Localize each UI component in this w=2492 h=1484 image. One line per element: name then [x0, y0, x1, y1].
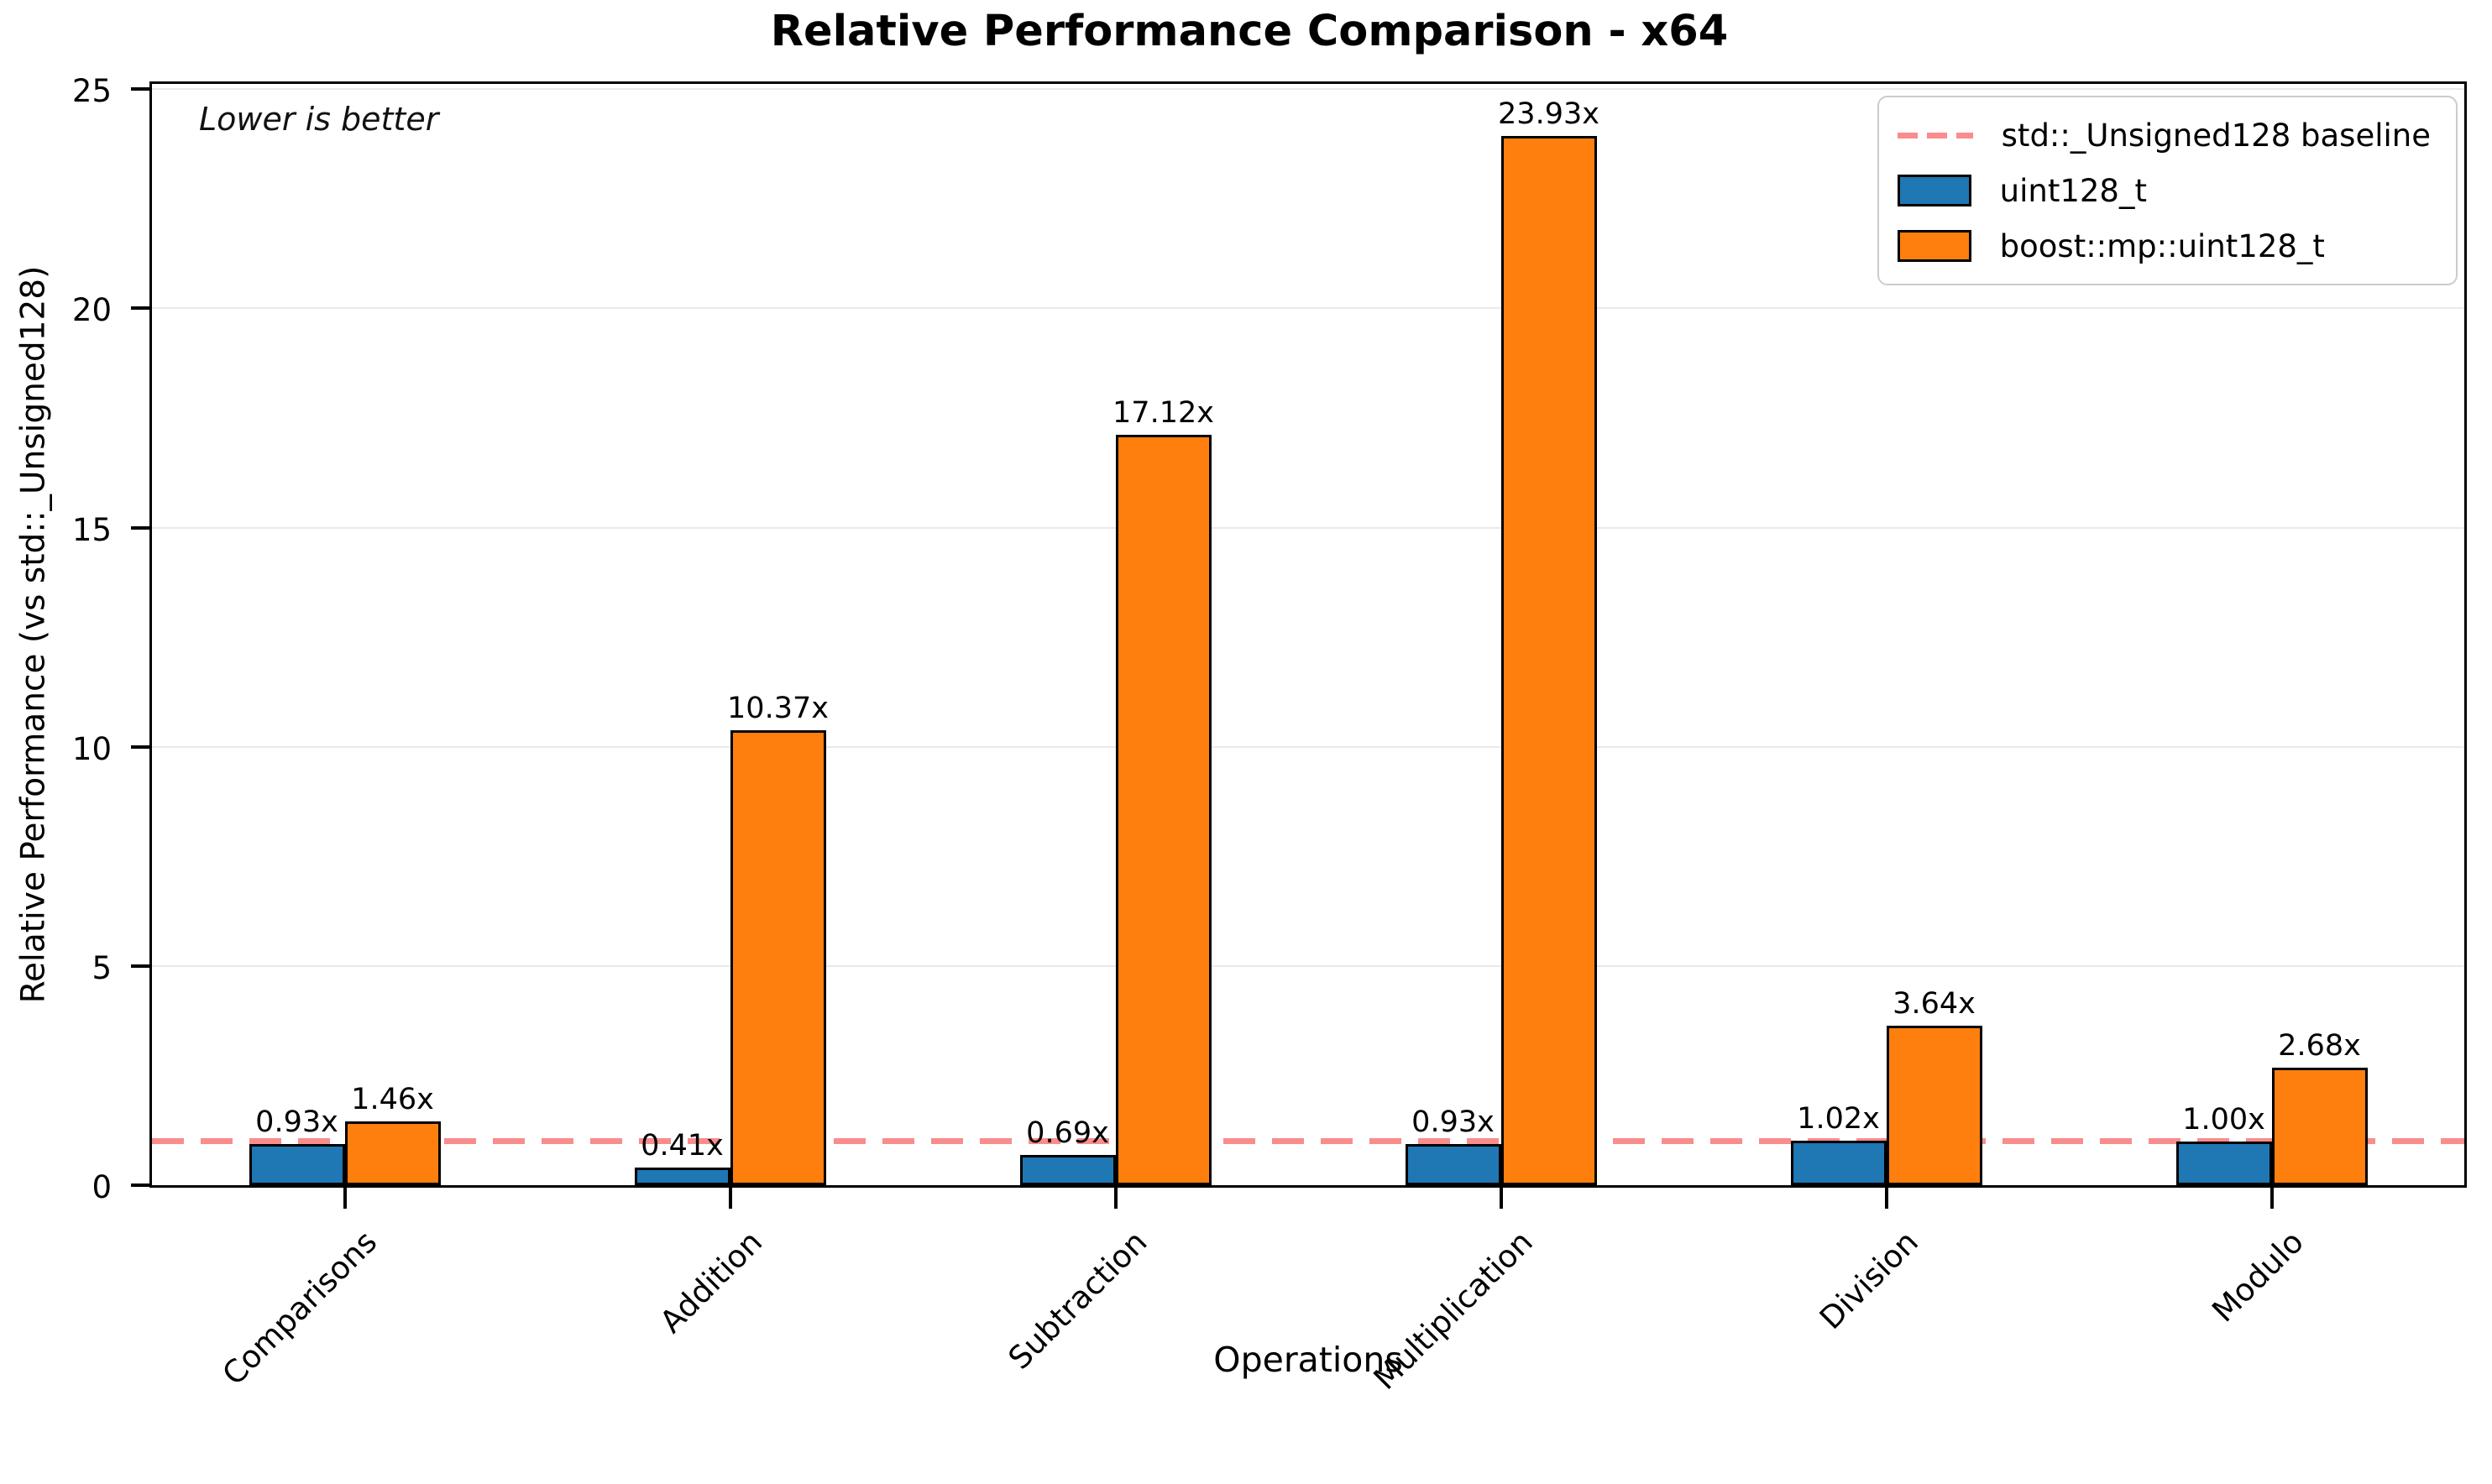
bar-group-subtraction: 0.69x 17.12x Subtraction	[923, 84, 1308, 1377]
legend-row-series1: uint128_t	[1897, 168, 2431, 213]
x-tick-mark-addition	[728, 1188, 732, 1209]
value-label: 1.02x	[1797, 1101, 1880, 1136]
bar-pair: 0.41x 10.37x	[634, 84, 829, 1185]
legend: std::_Unsigned128 baseline uint128_t boo…	[1877, 96, 2458, 285]
value-label: 17.12x	[1112, 395, 1214, 430]
bar-group-addition: 0.41x 10.37x Addition	[537, 84, 923, 1340]
chart-title: Relative Performance Comparison - x64	[770, 7, 1729, 56]
x-axis-label: Operations	[1213, 1340, 1403, 1380]
value-label: 1.46x	[351, 1082, 434, 1116]
value-label: 2.68x	[2278, 1029, 2361, 1063]
gridline-y-20	[152, 307, 2464, 310]
gridline-y-15	[152, 526, 2464, 529]
x-category-label-addition: Addition	[652, 1224, 769, 1340]
x-tick-mark-comparisons	[343, 1188, 347, 1209]
series1-color-swatch	[1897, 175, 1971, 206]
bar-group-division: 1.02x 3.64x Division	[1694, 84, 2079, 1336]
bar-group-modulo: 1.00x 2.68x Modulo	[2079, 84, 2464, 1329]
x-category-label-division: Division	[1812, 1224, 1925, 1337]
value-label: 3.64x	[1893, 986, 1976, 1021]
value-label: 10.37x	[727, 692, 829, 726]
bar-boost-mp-uint128-t-multiplication: 23.93x	[1498, 97, 1599, 1185]
bar-boost-mp-uint128-t-comparisons: 1.46x	[344, 1083, 441, 1185]
bar-pair: 0.93x 1.46x	[249, 84, 441, 1185]
bar-boost-mp-uint128-t-subtraction: 17.12x	[1112, 396, 1214, 1185]
x-tick-mark-modulo	[2270, 1188, 2274, 1209]
value-label: 0.69x	[1026, 1116, 1109, 1150]
legend-label-baseline: std::_Unsigned128 baseline	[2001, 117, 2431, 154]
y-tick-label-10: 10	[71, 730, 112, 767]
x-tick-mark-subtraction	[1113, 1188, 1118, 1209]
bar-group-multiplication: 0.93x 23.93x Multiplication	[1308, 84, 1694, 1397]
value-label: 0.41x	[641, 1128, 724, 1163]
y-tick-mark-20	[131, 306, 149, 311]
gridline-y-25	[152, 88, 2464, 91]
bar-uint128-t-modulo: 1.00x	[2175, 1103, 2272, 1185]
x-category-label-modulo: Modulo	[2205, 1224, 2311, 1330]
y-tick-label-15: 15	[71, 511, 112, 548]
y-tick-mark-25	[131, 87, 149, 91]
bar-boost-mp-uint128-t-addition: 10.37x	[727, 692, 829, 1185]
value-label: 0.93x	[1411, 1105, 1495, 1140]
bar-group-comparisons: 0.93x 1.46x Comparisons	[152, 84, 537, 1393]
value-label: 23.93x	[1498, 97, 1599, 132]
gridline-y-5	[152, 964, 2464, 967]
value-label: 1.00x	[2182, 1102, 2265, 1137]
y-tick-label-25: 25	[71, 73, 112, 110]
bar-pair: 0.93x 23.93x	[1405, 84, 1599, 1185]
bar-boost-mp-uint128-t-modulo: 2.68x	[2271, 1029, 2368, 1185]
bar-pair: 0.69x 17.12x	[1019, 84, 1214, 1185]
bar-uint128-t-division: 1.02x	[1790, 1102, 1887, 1185]
y-tick-label-0: 0	[92, 1169, 112, 1205]
annotation-lower-is-better: Lower is better	[199, 101, 439, 138]
legend-label-series2: boost::mp::uint128_t	[1999, 227, 2325, 264]
y-tick-mark-5	[131, 964, 149, 968]
plot-area: 0 5 10 15 20 25 0.93x 1.46x Comparisons 0.41x 10.…	[72, 73, 2467, 1397]
value-label: 0.93x	[255, 1105, 338, 1140]
bar-uint128-t-comparisons: 0.93x	[249, 1105, 345, 1185]
legend-row-series2: boost::mp::uint128_t	[1897, 223, 2431, 269]
legend-label-series1: uint128_t	[1999, 172, 2147, 209]
y-tick-label-20: 20	[71, 292, 112, 329]
bar-groups: 0.93x 1.46x Comparisons 0.41x 10.37x Addition…	[152, 84, 2464, 1397]
y-tick-mark-10	[131, 745, 149, 749]
y-tick-mark-15	[131, 525, 149, 530]
bar-boost-mp-uint128-t-division: 3.64x	[1886, 987, 1982, 1185]
y-tick-label-5: 5	[92, 949, 112, 986]
bar-pair: 1.02x 3.64x	[1790, 84, 1982, 1185]
bar-uint128-t-multiplication: 0.93x	[1405, 1105, 1501, 1185]
bar-uint128-t-subtraction: 0.69x	[1019, 1116, 1116, 1185]
gridline-y-10	[152, 745, 2464, 748]
baseline-line-swatch	[1897, 132, 1973, 138]
y-tick-mark-0	[131, 1184, 149, 1187]
baseline-dashed-line	[152, 1137, 2464, 1144]
y-axis-label: Relative Performance (vs std::_Unsigned1…	[14, 265, 53, 1004]
series2-color-swatch	[1897, 230, 1971, 262]
x-tick-mark-division	[1884, 1188, 1888, 1209]
bar-uint128-t-addition: 0.41x	[634, 1129, 730, 1185]
legend-row-baseline: std::_Unsigned128 baseline	[1897, 112, 2431, 158]
bar-pair: 1.00x 2.68x	[2175, 84, 2368, 1185]
x-tick-mark-multiplication	[1499, 1188, 1503, 1209]
